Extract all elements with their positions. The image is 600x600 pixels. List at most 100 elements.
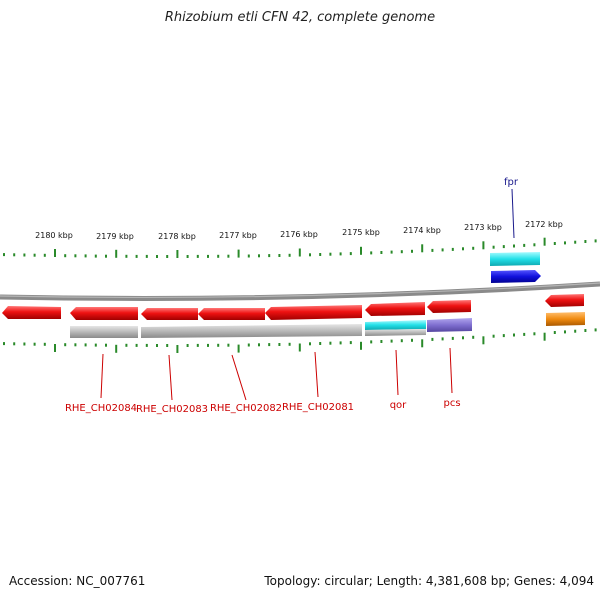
gene-rhe-ch02082[interactable] [198, 308, 265, 320]
minor-tick [156, 344, 158, 347]
minor-tick [390, 250, 393, 254]
minor-tick [268, 343, 271, 347]
minor-tick [135, 343, 138, 347]
minor-tick [533, 332, 536, 336]
minor-tick [258, 254, 260, 258]
major-tick [543, 332, 546, 341]
minor-tick [125, 254, 128, 258]
callout-line-rhe-ch02082 [231, 354, 247, 401]
major-tick [54, 344, 56, 352]
chromosome-backbone-highlight [0, 282, 600, 299]
minor-tick [411, 249, 413, 253]
gene-label-rhe-ch02083: RHE_CH02083 [136, 404, 208, 415]
minor-tick [84, 254, 87, 258]
scale-label: 2179 kbp [96, 232, 134, 241]
callout-line-rhe-ch02084 [100, 353, 104, 399]
major-tick [176, 345, 179, 353]
gene-qor[interactable] [365, 302, 425, 316]
minor-tick [74, 254, 77, 258]
major-tick [543, 237, 546, 246]
minor-tick [64, 343, 67, 347]
minor-tick [513, 333, 515, 337]
gene-label-pcs: pcs [443, 398, 460, 409]
minor-tick [23, 342, 26, 346]
gene-rhe-ch02083[interactable] [141, 308, 198, 320]
scale-label: 2172 kbp [525, 220, 563, 229]
minor-tick [217, 254, 220, 258]
callout-line-pcs [449, 347, 453, 394]
major-tick [115, 249, 118, 258]
callout-line-fpr [511, 188, 515, 239]
cds-qor-lower[interactable] [365, 329, 426, 336]
scale-ticks-upper [3, 237, 597, 258]
minor-tick [380, 340, 383, 343]
gene-pcs[interactable] [427, 300, 471, 313]
minor-tick [227, 343, 230, 347]
gene-fpr[interactable] [490, 252, 540, 266]
minor-tick [196, 343, 199, 347]
scale-label: 2176 kbp [280, 230, 318, 239]
map-title: Rhizobium etli CFN 42, complete genome [164, 10, 436, 25]
minor-tick [492, 245, 495, 249]
minor-tick [339, 252, 342, 256]
minor-tick [400, 250, 403, 254]
minor-tick [125, 343, 128, 347]
minor-tick [23, 253, 26, 257]
minor-tick [94, 343, 97, 347]
minor-tick [431, 337, 434, 341]
callout-line-qor [395, 349, 399, 396]
scale-label: 2173 kbp [464, 223, 502, 232]
minor-tick [594, 328, 597, 332]
cds-fpr[interactable] [491, 270, 541, 283]
minor-tick [441, 248, 444, 252]
minor-tick [441, 337, 444, 341]
minor-tick [64, 254, 67, 258]
minor-tick [339, 341, 342, 345]
gene-right[interactable] [545, 294, 584, 307]
callout-line-rhe-ch02081 [314, 351, 319, 398]
minor-tick [94, 254, 97, 258]
minor-tick [278, 343, 281, 346]
minor-tick [370, 340, 373, 344]
minor-tick [319, 253, 322, 256]
gene-leftmost[interactable] [2, 306, 61, 319]
minor-tick [523, 243, 526, 247]
major-tick [237, 249, 240, 258]
cds-pcs[interactable] [427, 318, 472, 332]
minor-tick [84, 343, 87, 347]
gene-label-rhe-ch02082: RHE_CH02082 [210, 403, 282, 414]
minor-tick [329, 252, 332, 256]
major-tick [54, 249, 56, 257]
cds-qor[interactable] [365, 320, 426, 330]
minor-tick [462, 336, 464, 340]
minor-tick [533, 243, 536, 247]
minor-tick [472, 335, 475, 339]
cds-rhe-ch02084[interactable] [70, 326, 138, 338]
minor-tick [584, 240, 587, 243]
minor-tick [43, 342, 46, 346]
minor-tick [105, 343, 107, 347]
major-tick [482, 336, 485, 345]
scale-label: 2175 kbp [342, 228, 380, 237]
minor-tick [217, 343, 220, 347]
minor-tick [309, 253, 311, 257]
minor-tick [288, 253, 291, 257]
minor-tick [400, 339, 403, 343]
minor-tick [594, 239, 597, 243]
minor-tick [319, 342, 322, 345]
gene-rhe-ch02081[interactable] [265, 305, 362, 320]
minor-tick [564, 330, 566, 334]
cds-rhe-ch02083-02081[interactable] [141, 324, 362, 338]
major-tick [176, 250, 179, 258]
minor-tick [513, 244, 515, 248]
genome-summary-text: Topology: circular; Length: 4,381,608 bp… [264, 574, 594, 588]
minor-tick [349, 341, 352, 345]
minor-tick [13, 342, 16, 346]
chromosome-backbone [0, 281, 600, 301]
gene-rhe-ch02084[interactable] [70, 307, 138, 320]
major-tick [421, 244, 424, 253]
minor-tick [370, 251, 373, 255]
cds-right[interactable] [546, 312, 585, 326]
minor-tick [268, 254, 271, 258]
gene-label-rhe-ch02084: RHE_CH02084 [65, 403, 137, 414]
